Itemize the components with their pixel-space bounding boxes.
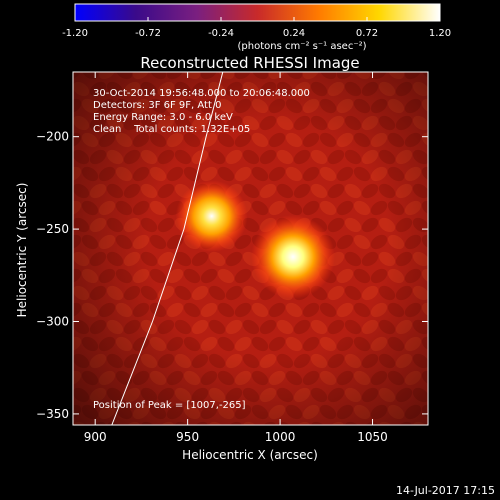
- footer-date: 14-Jul-2017 17:15: [396, 484, 495, 497]
- info-detectors: Detectors: 3F 6F 9F, Att 0: [93, 100, 221, 111]
- x-axis-label: Heliocentric X (arcsec): [182, 448, 318, 462]
- colorbar-tick-label: -1.20: [62, 28, 88, 39]
- ripple-blob: [427, 317, 449, 337]
- colorbar-unit-label: (photons cm⁻² s⁻¹ asec⁻²): [237, 41, 366, 52]
- ripple-blob: [427, 283, 449, 303]
- colorbar-ticks: -1.20 -0.72 -0.24 0.24 0.72 1.20: [62, 17, 451, 39]
- colorbar-tick-label: 0.72: [356, 28, 378, 39]
- ripple-blob: [427, 351, 449, 371]
- solar-limb-line: [111, 72, 224, 425]
- y-tick-label: −200: [36, 130, 69, 144]
- ripple-blob: [427, 181, 449, 201]
- ripple-blob: [427, 147, 449, 167]
- ripple-blob: [427, 79, 449, 99]
- colorbar-tick-label: 1.20: [429, 28, 451, 39]
- x-tick-label: 1000: [265, 430, 296, 444]
- info-block: 30-Oct-2014 19:56:48.000 to 20:06:48.000…: [93, 88, 310, 135]
- colorbar-frame: [74, 3, 441, 22]
- y-tick-label: −250: [36, 222, 69, 236]
- x-tick-label: 950: [176, 430, 199, 444]
- image-vignette: [73, 72, 428, 425]
- ripple-blob: [427, 249, 449, 269]
- axes-ticks: 900 950 1000 1050 −200 −250 −300 −350: [36, 72, 428, 444]
- info-energy-range: Energy Range: 3.0 - 6.0 keV: [93, 112, 233, 123]
- ripple-blob: [427, 385, 449, 405]
- main-source: [251, 214, 336, 299]
- ripple-blob: [427, 215, 449, 235]
- y-tick-label: −300: [36, 315, 69, 329]
- colorbar-tick-label: 0.24: [283, 28, 305, 39]
- info-time-range: 30-Oct-2014 19:56:48.000 to 20:06:48.000: [93, 88, 310, 99]
- plot-image: [73, 72, 449, 439]
- colorbar-tick-label: -0.72: [135, 28, 161, 39]
- colorbar-tick-label: -0.24: [208, 28, 234, 39]
- x-tick-label: 900: [84, 430, 107, 444]
- peak-position-label: Position of Peak = [1007,-265]: [93, 400, 246, 411]
- ripple-blob: [427, 113, 449, 133]
- ripple-blob: [427, 419, 449, 439]
- secondary-source: [175, 180, 248, 253]
- y-axis-label: Heliocentric Y (arcsec): [15, 183, 29, 318]
- x-tick-label: 1050: [357, 430, 388, 444]
- y-tick-label: −350: [36, 407, 69, 421]
- chart-title: Reconstructed RHESSI Image: [140, 54, 359, 72]
- plot-frame: [72, 71, 429, 426]
- colorbar: [75, 4, 440, 21]
- sources: [175, 180, 336, 299]
- info-clean-counts: Clean Total counts: 1.32E+05: [93, 124, 250, 135]
